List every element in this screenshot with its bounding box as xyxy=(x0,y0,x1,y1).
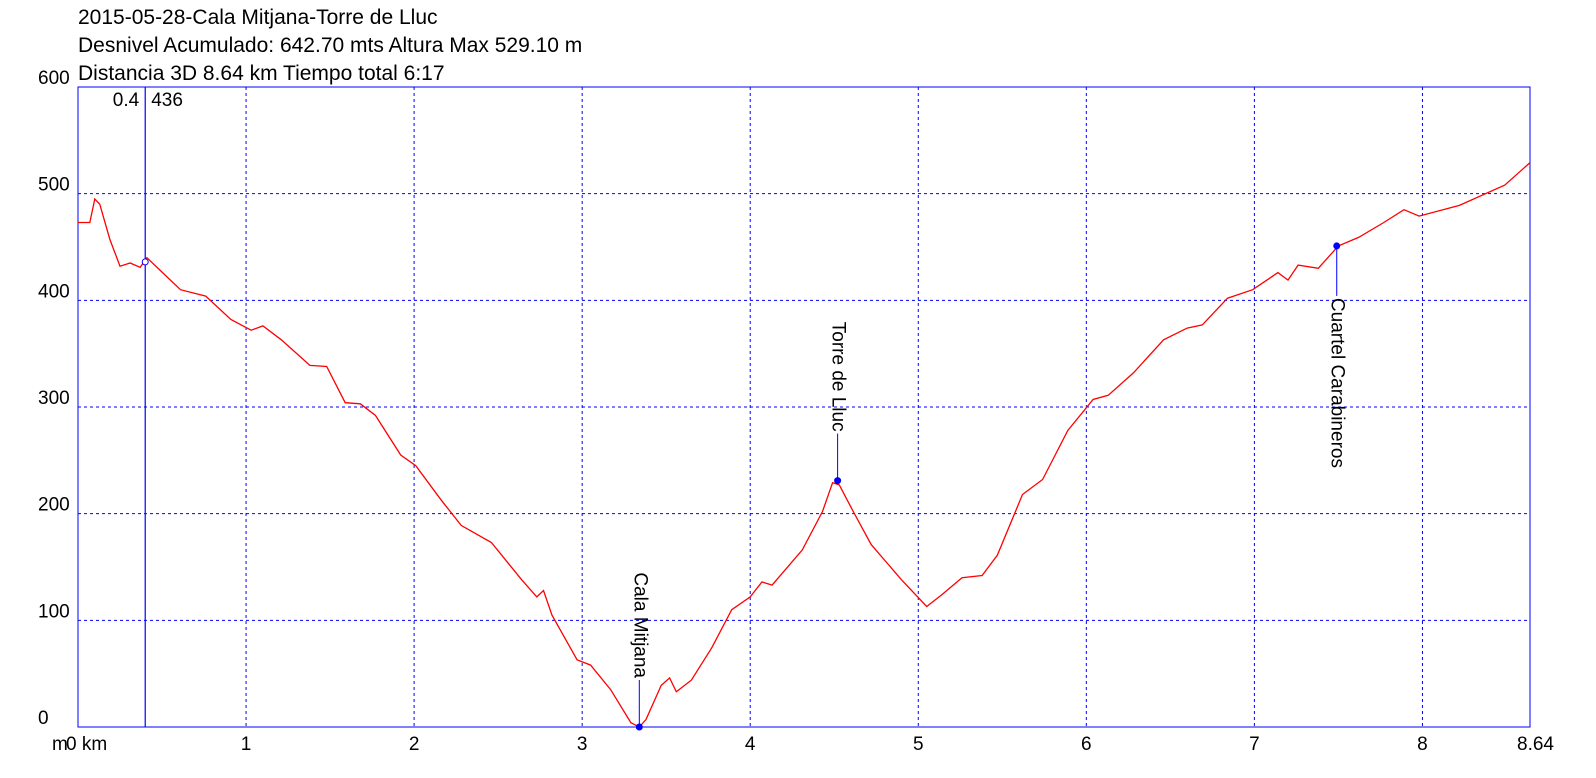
marker-point xyxy=(635,723,643,731)
y-tick-label: 100 xyxy=(38,601,70,622)
y-tick-label: 500 xyxy=(38,175,70,196)
chart-subtitle: Desnivel Acumulado: 642.70 mts Altura Ma… xyxy=(78,34,582,57)
chart-title: 2015-05-28-Cala Mitjana-Torre de Lluc xyxy=(78,6,438,29)
x-tick-label: 2 xyxy=(409,734,420,755)
cursor-point xyxy=(141,258,149,266)
x-tick-label: 6 xyxy=(1081,734,1092,755)
y-tick-label: 0 xyxy=(38,708,49,729)
x-tick-label: 8.64 xyxy=(1517,734,1554,755)
x-tick-label: 8 xyxy=(1417,734,1428,755)
marker-point xyxy=(1333,242,1341,250)
y-tick-label: 400 xyxy=(38,281,70,302)
x-tick-label: 0 km xyxy=(66,734,107,755)
y-tick-label: 600 xyxy=(38,68,70,89)
chart-subtitle: Distancia 3D 8.64 km Tiempo total 6:17 xyxy=(78,62,445,85)
x-tick-label: 3 xyxy=(577,734,588,755)
y-tick-label: 300 xyxy=(38,388,70,409)
cursor-y-label: 436 xyxy=(151,90,183,111)
x-tick-label: 1 xyxy=(241,734,252,755)
marker-label: Cuartel Carabineros xyxy=(1327,298,1348,468)
plot-frame xyxy=(77,86,1531,728)
elevation-line xyxy=(78,162,1531,728)
marker-label: Cala Mitjana xyxy=(629,572,650,678)
x-tick-label: 7 xyxy=(1249,734,1260,755)
y-tick-label: 200 xyxy=(38,495,70,516)
marker-label: Torre de Lluc xyxy=(828,322,849,432)
x-tick-label: 4 xyxy=(745,734,756,755)
cursor-x-label: 0.4 xyxy=(113,90,140,111)
marker-point xyxy=(834,477,842,485)
y-unit: m xyxy=(52,734,68,755)
x-tick-label: 5 xyxy=(913,734,924,755)
